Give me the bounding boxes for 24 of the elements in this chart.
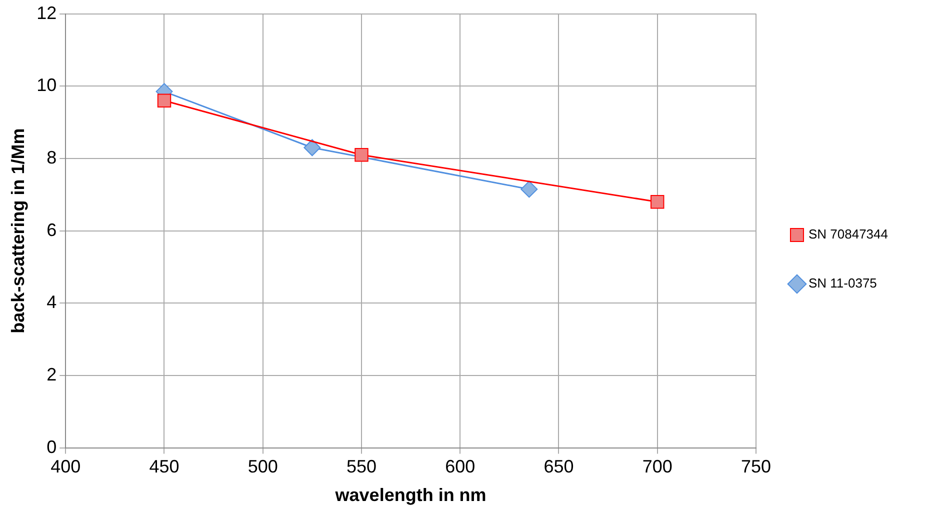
x-tick-label: 750 [740,456,772,477]
x-tick-label: 500 [248,456,278,477]
y-axis-title: back-scattering in 1/Mm [8,128,28,334]
y-tick-label: 0 [46,436,57,457]
x-tick-label: 700 [642,456,672,477]
x-tick-label: 650 [544,456,574,477]
x-tick-label: 600 [445,456,476,477]
y-tick-label: 10 [36,75,57,96]
point [157,94,172,108]
x-axis-title: wavelength in nm [334,485,486,506]
point [520,180,538,198]
y-tick-label: 6 [46,220,57,240]
legend-label: SN 11-0375 [808,276,877,291]
y-tick-label: 2 [46,364,57,384]
x-tick-label: 450 [149,456,180,477]
y-tick-label: 12 [36,2,57,23]
point [354,148,368,162]
y-tick-label: 4 [46,292,57,312]
point [304,139,321,156]
x-tick-label: 400 [50,456,81,477]
point [650,195,664,209]
x-tick-label: 550 [346,456,377,477]
legend-label: SN 70847344 [808,226,888,242]
y-tick-label: 8 [46,147,57,168]
